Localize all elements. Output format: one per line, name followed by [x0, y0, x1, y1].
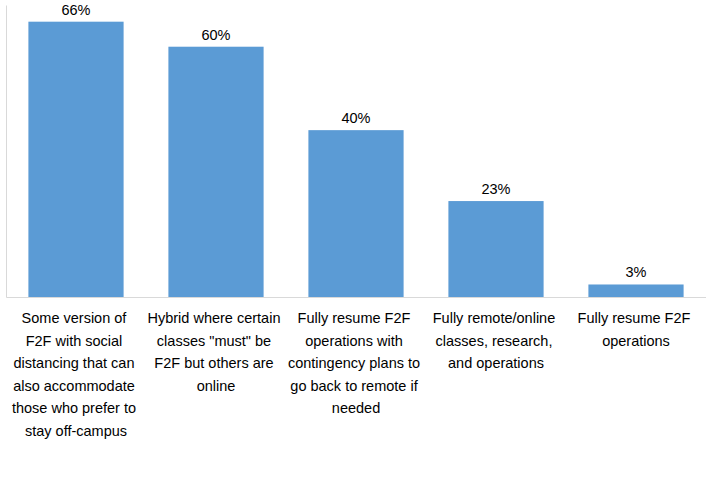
- y-axis-line: [6, 6, 7, 298]
- y-axis: [6, 6, 8, 298]
- x-axis: Some version of F2F with social distanci…: [7, 297, 706, 439]
- bar: [308, 130, 403, 297]
- x-tick-label-line: classes, research,: [436, 333, 557, 349]
- x-tick-label: Some version of F2F with social distanci…: [12, 310, 140, 439]
- x-tick: Fully remote/online classes, research, a…: [433, 297, 560, 371]
- x-tick-label-line: also accommodate: [13, 378, 139, 394]
- x-tick-label-line: go back to remote if: [290, 378, 421, 394]
- x-tick-label-line: Some version of: [22, 310, 131, 326]
- bar: [448, 201, 543, 297]
- x-tick-label-line: Hybrid where certain: [148, 310, 285, 326]
- x-tick-label-line: distancing that can: [14, 355, 139, 371]
- data-label: 40%: [341, 110, 370, 126]
- x-tick-label-line: needed: [332, 400, 380, 416]
- x-tick-label-line: F2F but others are: [154, 355, 277, 371]
- x-tick-label: Hybrid where certain classes "must" be F…: [148, 310, 285, 394]
- x-tick-label-line: stay off-campus: [25, 423, 127, 439]
- x-tick-label-line: those who prefer to: [12, 400, 140, 416]
- x-tick-label-line: classes "must" be: [157, 333, 275, 349]
- data-label: 66%: [61, 2, 90, 18]
- x-tick-label: Fully resume F2F operations: [578, 310, 695, 349]
- x-tick-label-line: Fully remote/online: [433, 310, 560, 326]
- data-label: 60%: [201, 27, 230, 43]
- x-tick-label-line: operations: [602, 333, 670, 349]
- bar: [28, 22, 123, 297]
- bar: [588, 284, 683, 297]
- x-tick: Hybrid where certain classes "must" be F…: [148, 297, 285, 394]
- x-tick: Fully resume F2F operations: [578, 297, 695, 349]
- x-tick-label-line: operations with: [305, 333, 407, 349]
- x-tick-label-line: and operations: [448, 355, 544, 371]
- x-tick: Fully resume F2F operations with conting…: [288, 297, 424, 416]
- x-tick-label-line: online: [197, 378, 236, 394]
- bars: [28, 22, 683, 297]
- x-tick-label-line: Fully resume F2F: [298, 310, 415, 326]
- data-label: 3%: [626, 264, 647, 280]
- x-tick-label-line: Fully resume F2F: [578, 310, 695, 326]
- x-tick-label-line: F2F with social: [26, 333, 127, 349]
- x-axis-line: [7, 297, 706, 298]
- x-tick-label: Fully remote/online classes, research, a…: [433, 310, 560, 371]
- x-tick-label-line: contingency plans to: [288, 355, 424, 371]
- data-label: 23%: [481, 181, 510, 197]
- data-labels: 66% 60% 40% 23% 3%: [61, 2, 646, 281]
- chart: Some version of F2F with social distanci…: [0, 0, 706, 502]
- bar: [168, 47, 263, 297]
- x-tick-label: Fully resume F2F operations with conting…: [288, 310, 424, 416]
- x-tick: Some version of F2F with social distanci…: [12, 297, 140, 439]
